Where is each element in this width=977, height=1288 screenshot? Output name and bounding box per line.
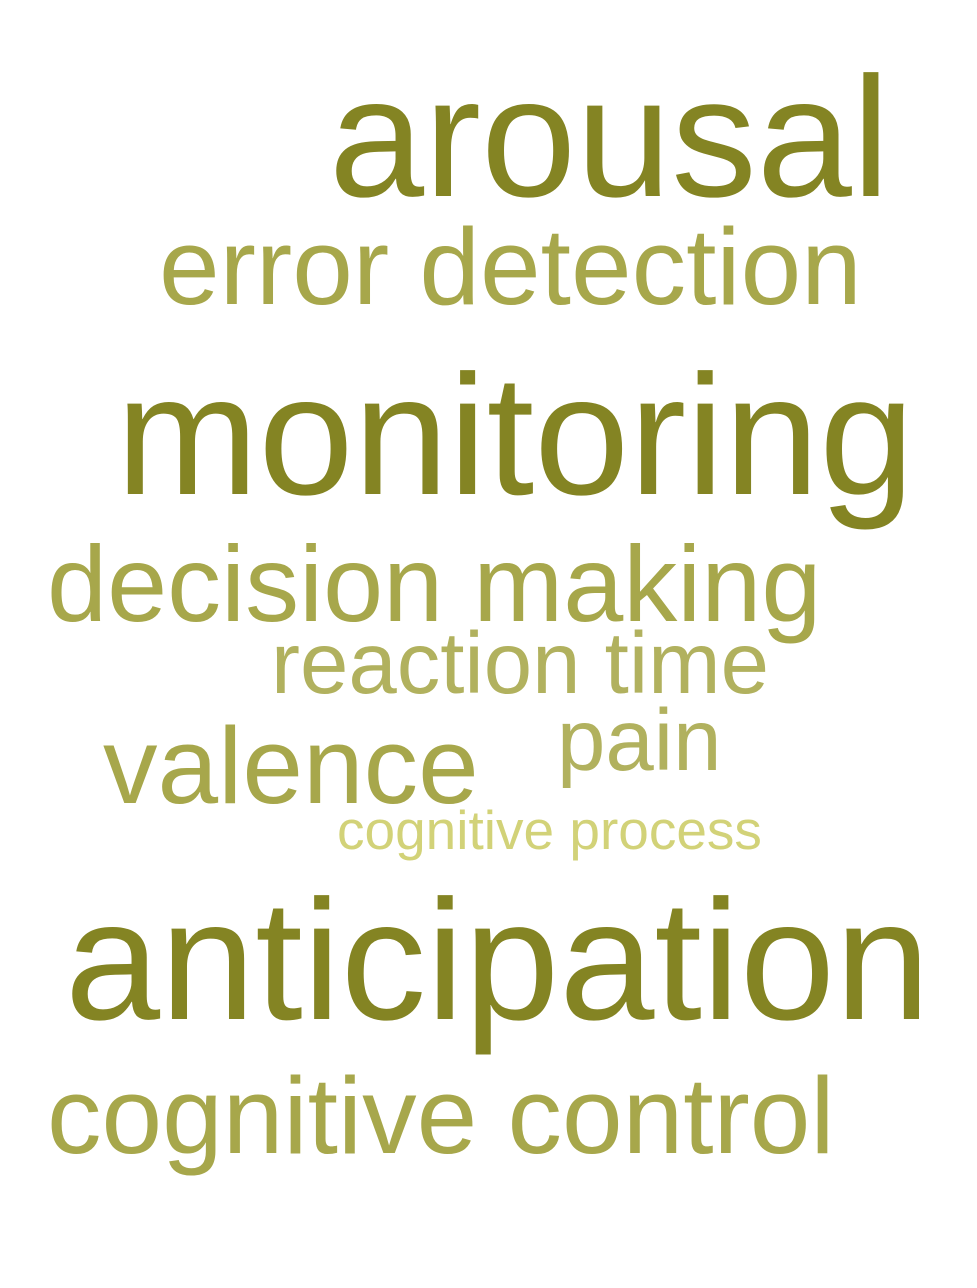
- word-cognitive-control: cognitive control: [47, 1055, 835, 1177]
- word-monitoring: monitoring: [116, 340, 915, 531]
- word-anticipation: anticipation: [65, 865, 931, 1056]
- word-decision-making: decision making: [47, 523, 822, 644]
- word-pain: pain: [557, 692, 722, 789]
- word-reaction-time: reaction time: [271, 615, 770, 712]
- word-cognitive-process: cognitive process: [337, 799, 762, 861]
- word-arousal: arousal: [329, 42, 890, 233]
- word-error-detection: error detection: [159, 206, 862, 328]
- word-valence: valence: [103, 705, 479, 827]
